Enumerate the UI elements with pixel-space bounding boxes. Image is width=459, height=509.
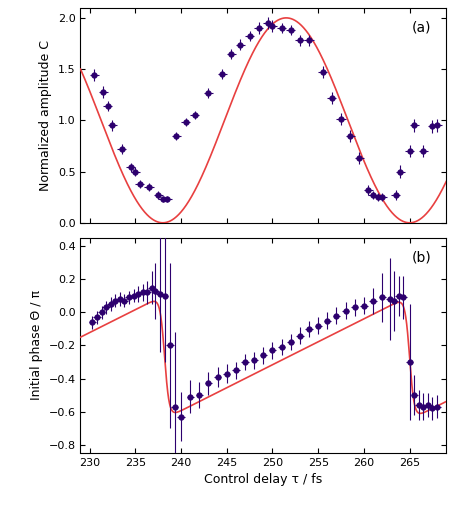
Text: (b): (b): [411, 251, 431, 265]
X-axis label: Control delay τ / fs: Control delay τ / fs: [204, 473, 322, 487]
Text: (a): (a): [411, 20, 431, 35]
Y-axis label: Initial phase Θ / π: Initial phase Θ / π: [30, 291, 43, 401]
Y-axis label: Normalized amplitude C: Normalized amplitude C: [39, 40, 52, 191]
